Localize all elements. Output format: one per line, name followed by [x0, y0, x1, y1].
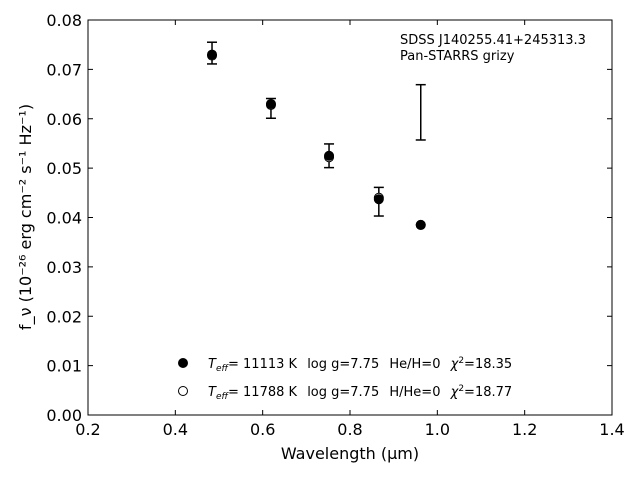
legend-entry-2: Teff= 11788 K log g=7.75 H/He=0 χ2=18.77: [208, 384, 512, 402]
y-tick-label-0: 0.00: [46, 406, 82, 425]
y-tick-label-6: 0.06: [46, 110, 82, 129]
y-tick-label-4: 0.04: [46, 209, 82, 228]
annotation-line-2: Pan-STARRS grizy: [400, 49, 515, 64]
filled-point-0: [207, 49, 218, 60]
x-tick-label-1: 0.4: [163, 420, 188, 439]
filled-point-2: [324, 150, 335, 161]
axis-tick-labels: 0.2 0.4 0.6 0.8 1.0 1.2 1.4 0.00 0.01 0.02 0.03 0.0…: [46, 11, 624, 439]
y-tick-label-2: 0.02: [46, 307, 82, 326]
annotation-line-1: SDSS J140255.41+245313.3: [400, 33, 586, 48]
filled-point-3: [373, 194, 384, 205]
plot-frame: [87, 19, 613, 416]
y-tick-label-7: 0.07: [46, 60, 82, 79]
axis-ticks: [87, 19, 613, 416]
y-tick-label-8: 0.08: [46, 11, 82, 30]
legend-marker-open: [178, 386, 188, 396]
model-markers: [207, 49, 426, 230]
x-tick-label-6: 1.4: [599, 420, 624, 439]
legend-marker-filled: [178, 358, 188, 368]
x-tick-label-3: 0.8: [337, 420, 362, 439]
legend-entry-1: Teff= 11113 K log g=7.75 He/H=0 χ2=18.35: [208, 356, 512, 374]
x-axis-label: Wavelength (μm): [281, 444, 419, 463]
x-tick-label-4: 1.0: [425, 420, 450, 439]
y-axis-label: f_ν (10⁻²⁶ erg cm⁻² s⁻¹ Hz⁻¹): [16, 104, 36, 330]
legend: Teff= 11113 K log g=7.75 He/H=0 χ2=18.35…: [178, 356, 512, 402]
filled-point-1: [265, 98, 276, 109]
y-tick-label-1: 0.01: [46, 357, 82, 376]
x-tick-label-2: 0.6: [250, 420, 275, 439]
y-tick-label-5: 0.05: [46, 159, 82, 178]
x-tick-label-0: 0.2: [75, 420, 100, 439]
y-tick-label-3: 0.03: [46, 258, 82, 277]
x-tick-label-5: 1.2: [512, 420, 537, 439]
observed-errorbars: [207, 41, 426, 217]
errorbar-4: [415, 83, 426, 141]
filled-point-4: [415, 219, 426, 230]
